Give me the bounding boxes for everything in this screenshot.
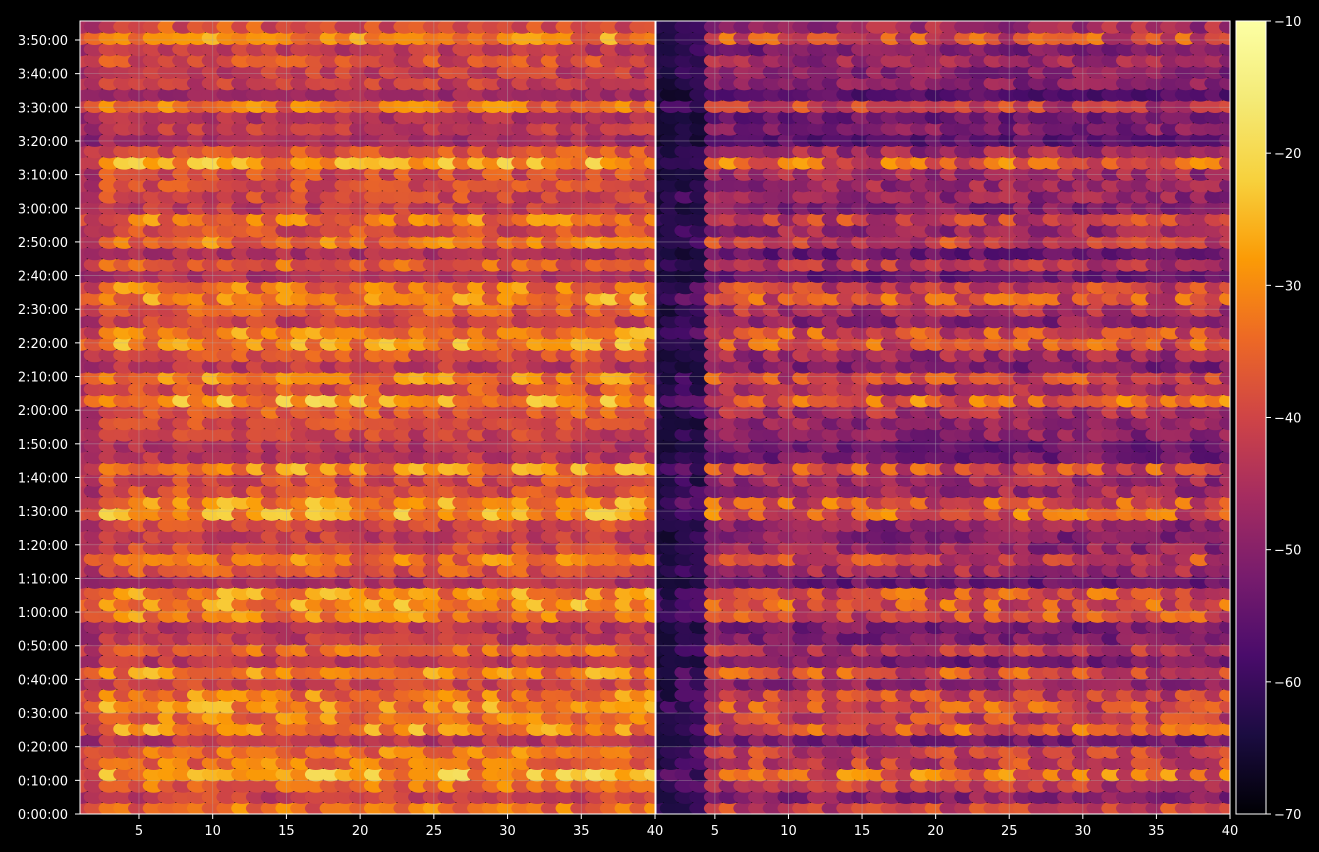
heatmap-cell-left (644, 336, 655, 351)
heatmap-cell-right (1219, 608, 1230, 623)
heatmap-cell-left (644, 789, 655, 805)
heatmap-cell-left (644, 30, 655, 46)
heatmap-cell-left (644, 325, 655, 340)
heatmap-cell-left (644, 87, 655, 102)
heatmap-cell-left (644, 121, 655, 136)
heatmap-cell-left (644, 563, 655, 578)
heatmap-cell-left (644, 586, 655, 601)
heatmap-cell-left (644, 166, 655, 181)
heatmap-cell-left (644, 654, 655, 669)
heatmap-cell-left (644, 472, 655, 487)
heatmap-cell-left (644, 699, 655, 714)
heatmap-cell-left (644, 744, 655, 759)
heatmap-cell-right (1219, 687, 1230, 703)
heatmap-cell-right (1219, 642, 1230, 657)
heatmap-cell-left (644, 676, 655, 691)
heatmap-cell-left (644, 291, 655, 306)
heatmap-cell-left (644, 642, 655, 657)
heatmap-cell-left (644, 438, 655, 453)
heatmap-cell-left (644, 234, 655, 249)
heatmap-cell-left (644, 268, 655, 283)
heatmap-cell-left (644, 710, 655, 725)
heatmap-cell-right (1219, 721, 1230, 737)
heatmap-cell-right (1219, 778, 1230, 793)
heatmap-cell-left (644, 518, 655, 533)
heatmap-cell-left (644, 257, 655, 272)
heatmap-cell-right (1219, 744, 1230, 759)
heatmap-cell-left (644, 144, 655, 159)
heatmap-cell-left (644, 450, 655, 465)
heatmap-cell-left (644, 801, 655, 814)
heatmap-cell-right (1219, 631, 1230, 646)
heatmap-cell-right (1219, 586, 1230, 601)
heatmap-cell-right (1219, 755, 1230, 771)
heatmap-cell-left (644, 608, 655, 623)
heatmap-cell-left (644, 189, 655, 204)
heatmap-cell-right (1219, 710, 1230, 725)
heatmap-cell-left (644, 370, 655, 385)
heatmap-cell-left (644, 597, 655, 612)
heatmap-cell-right (1219, 767, 1230, 782)
heatmap-cell-right (1219, 801, 1230, 814)
heatmap-cell-left (644, 733, 655, 748)
heatmap-cell-left (644, 721, 655, 737)
heatmap-cell-left (644, 348, 655, 363)
heatmap-cell-right (1219, 665, 1230, 680)
heatmap-cell-left (644, 506, 655, 521)
heatmap-cell-left (644, 495, 655, 510)
heatmap-cell-right (1219, 676, 1230, 691)
heatmap-cell-left (644, 200, 655, 215)
heatmap-cell-right (1219, 597, 1230, 612)
heatmap-cell-left (644, 280, 655, 295)
heatmap-panel-right (655, 20, 1231, 815)
heatmap-cell-right (1219, 699, 1230, 714)
heatmap-cell-left (644, 314, 655, 329)
heatmap-cell-left (644, 529, 655, 544)
heatmap-cell-left (644, 302, 655, 317)
heatmap-cell-left (644, 212, 655, 227)
heatmap-cell-left (644, 64, 655, 80)
heatmap-cell-left (644, 778, 655, 793)
heatmap-cell-left (644, 484, 655, 499)
heatmap-cell-left (644, 416, 655, 431)
heatmap-cell-right (1219, 789, 1230, 805)
heatmap-cell-left (644, 246, 655, 261)
heatmap-panel-left (79, 20, 656, 815)
heatmap-cell-right (1219, 654, 1230, 669)
heatmap-cell-left (644, 540, 655, 555)
heatmap-cell-left (644, 393, 655, 408)
heatmap-cell-left (644, 665, 655, 680)
heatmap-cell-left (644, 21, 655, 34)
heatmap-cell-left (644, 98, 655, 114)
heatmap-cell-left (644, 76, 655, 91)
heatmap-cell-left (644, 461, 655, 476)
heatmap-cell-left (644, 755, 655, 771)
heatmap-cell-left (644, 359, 655, 374)
heatmap-cell-left (644, 687, 655, 703)
heatmap-cell-left (644, 223, 655, 238)
heatmap-cell-left (644, 427, 655, 442)
heatmap-cell-left (644, 155, 655, 170)
heatmap-cell-left (644, 574, 655, 589)
heatmap-cell-left (644, 404, 655, 419)
heatmap-cell-left (644, 132, 655, 147)
heatmap-cell-left (644, 53, 655, 68)
heatmap-cell-right (1219, 620, 1230, 635)
heatmap-cell-left (644, 110, 655, 125)
heatmap-cell-left (644, 552, 655, 567)
heatmap-cell-left (644, 620, 655, 635)
heatmap-cell-right (1219, 733, 1230, 748)
heatmap-cell-left (644, 42, 655, 57)
heatmap-cell-left (644, 767, 655, 782)
heatmap-cell-left (644, 382, 655, 397)
heatmap-cell-left (644, 631, 655, 646)
heatmap-cell-left (644, 178, 655, 193)
